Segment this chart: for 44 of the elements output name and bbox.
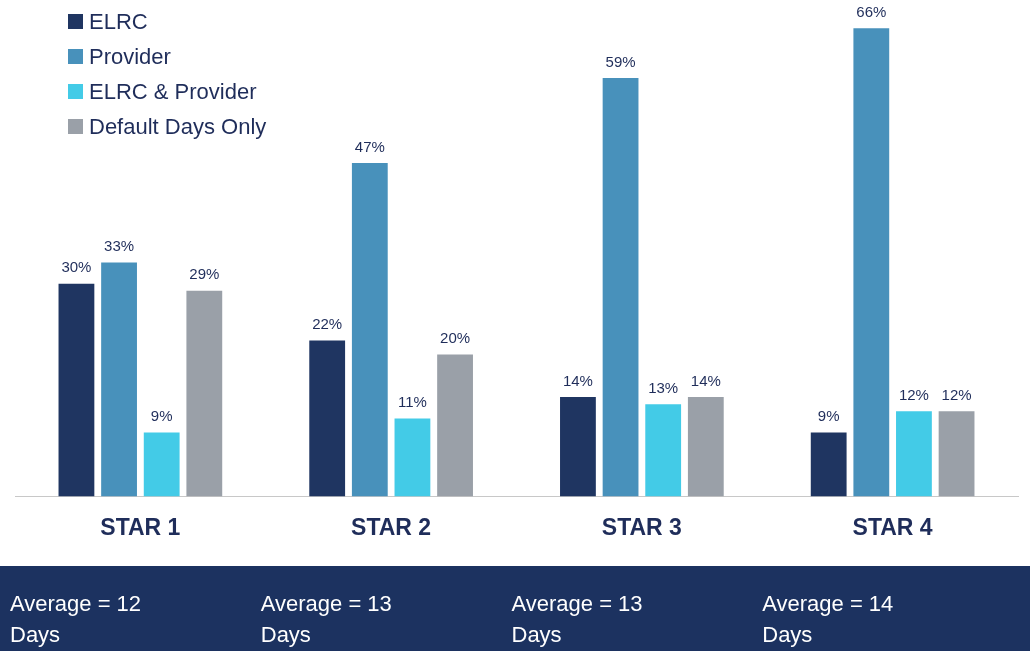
legend-label: Default Days Only — [89, 113, 267, 140]
legend-label: ELRC — [89, 8, 148, 35]
bar — [143, 432, 180, 497]
data-label: 59% — [605, 52, 636, 70]
data-label: 14% — [562, 371, 593, 389]
text: Average = 14 Days — [762, 590, 895, 649]
bar — [687, 397, 724, 497]
bar — [437, 354, 473, 497]
data-label: 12% — [941, 385, 972, 403]
bar — [101, 262, 137, 497]
data-label: 12% — [898, 385, 929, 403]
x-tick-label: STAR 2 — [351, 513, 432, 540]
data-label: 9% — [817, 407, 840, 425]
text: Average = 13 Days — [511, 590, 644, 649]
data-label: 9% — [150, 407, 173, 425]
x-tick-label: STAR 4 — [852, 513, 933, 540]
legend-label: ELRC & Provider — [89, 78, 257, 105]
bar — [351, 163, 388, 497]
x-tick-label: STAR 3 — [601, 513, 682, 540]
data-label: 33% — [104, 237, 135, 255]
data-label: 47% — [354, 137, 385, 155]
data-label: 13% — [648, 378, 679, 396]
x-tick-label: STAR 1 — [100, 513, 181, 540]
bar — [896, 411, 932, 497]
legend-label: Provider — [89, 43, 171, 70]
data-label: 20% — [440, 329, 471, 347]
bar — [560, 397, 596, 497]
bar — [58, 283, 95, 497]
text: Average = 12 Days — [10, 590, 143, 649]
data-label: 66% — [856, 3, 887, 21]
bar — [309, 340, 346, 497]
bar — [186, 290, 223, 497]
data-label: 22% — [312, 315, 343, 333]
data-label: 30% — [61, 258, 92, 276]
data-label: 11% — [397, 393, 427, 411]
text: Average = 13 Days — [260, 590, 393, 649]
bar — [853, 28, 890, 497]
bar — [938, 411, 975, 497]
bar — [645, 404, 682, 497]
bar — [394, 418, 431, 497]
data-label: 29% — [189, 265, 220, 283]
bar — [602, 78, 639, 497]
data-label: 14% — [690, 371, 721, 389]
bar — [810, 432, 847, 497]
